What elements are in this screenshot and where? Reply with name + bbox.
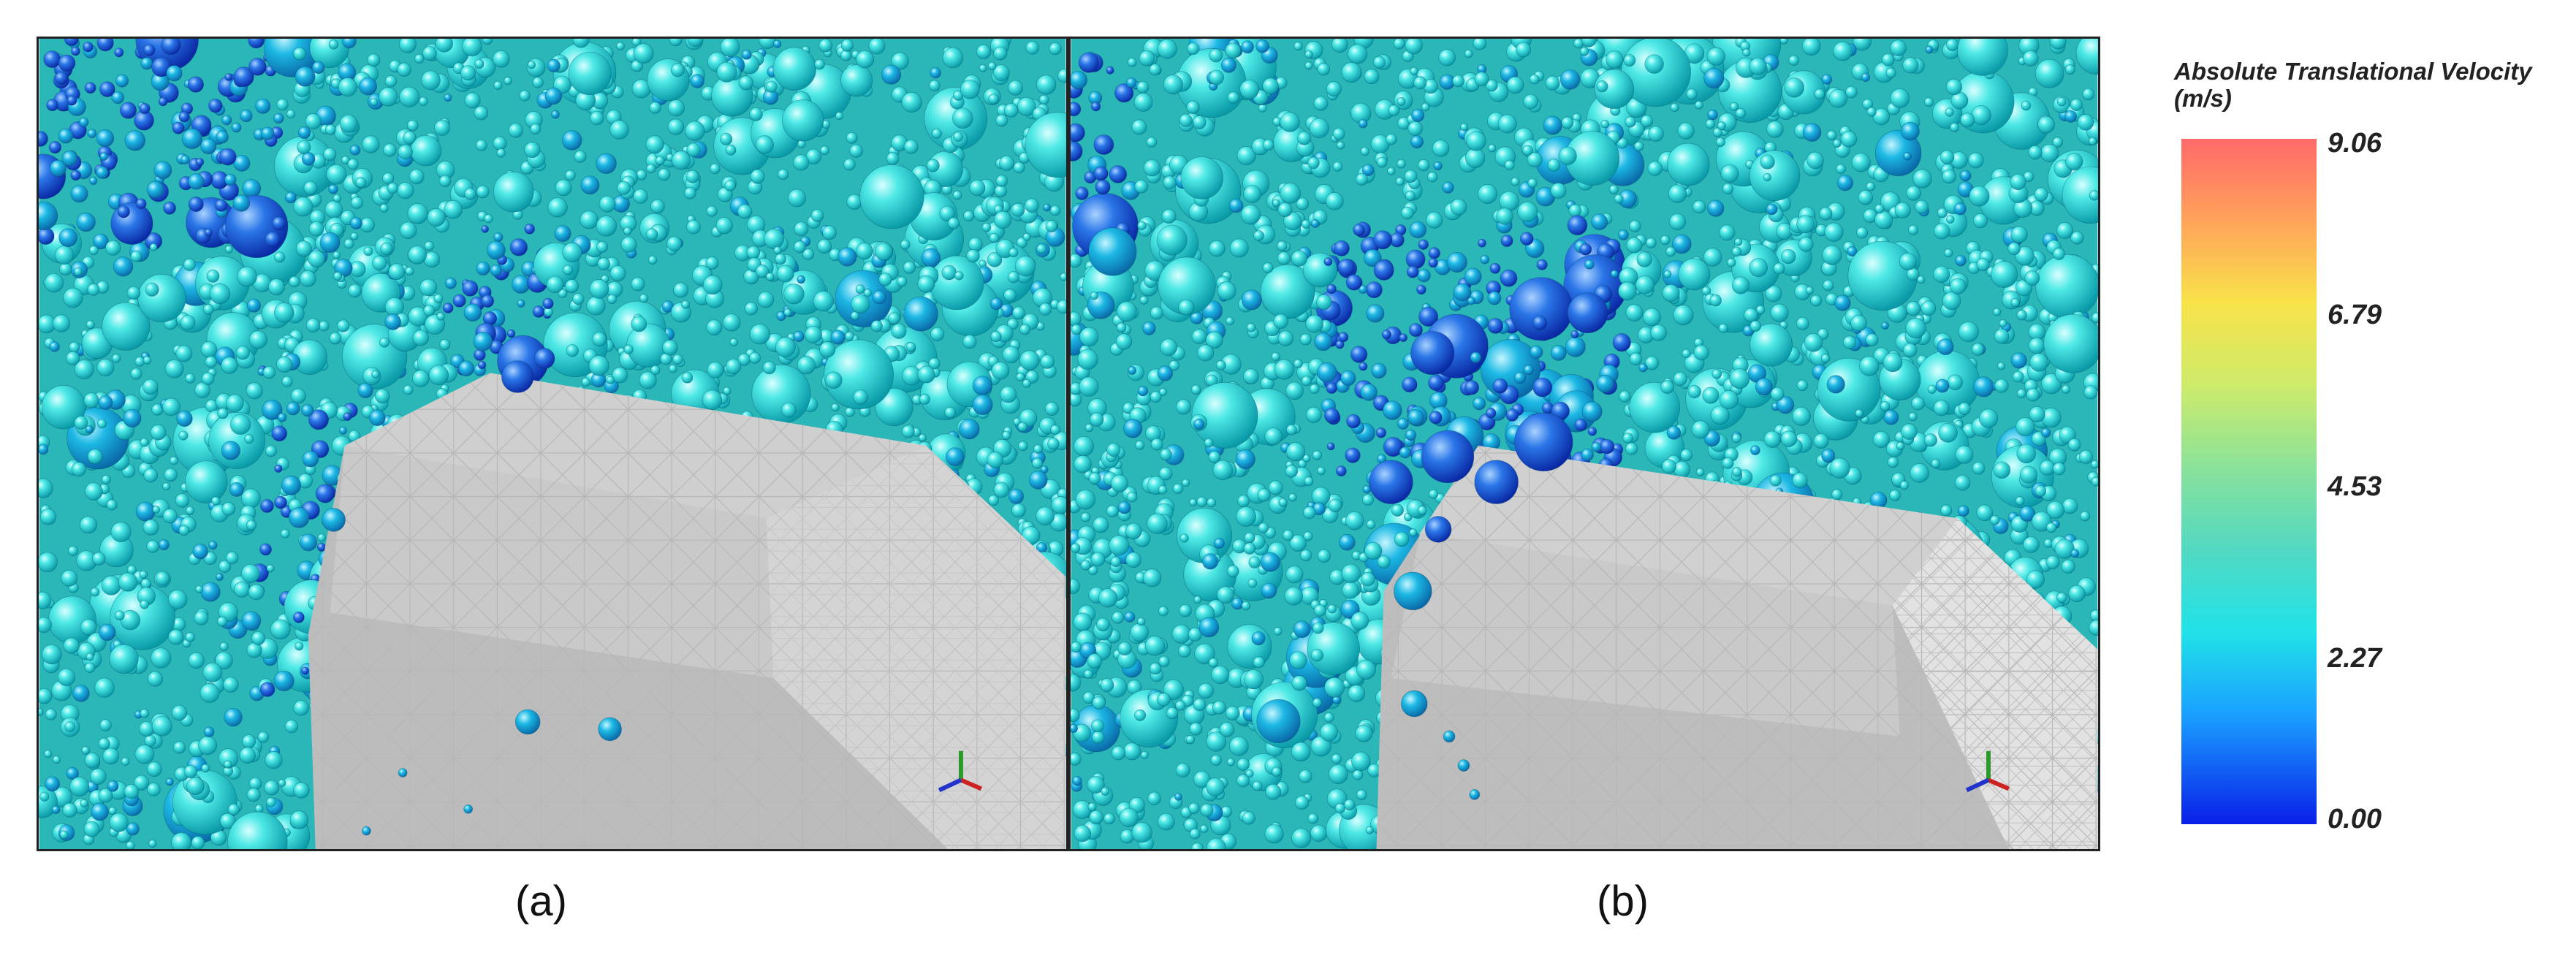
panel-caption-a: (a) <box>515 877 567 926</box>
legend-tick-min: 0.00 <box>2328 804 2382 835</box>
panel-caption-b: (b) <box>1597 877 1649 926</box>
legend-title-line2: (m/s) <box>2174 85 2532 113</box>
simulation-panel-b <box>1068 37 2100 851</box>
legend-title: Absolute Translational Velocity (m/s) <box>2174 58 2532 113</box>
legend-tick-max: 9.06 <box>2328 128 2382 159</box>
legend-tick-2: 6.79 <box>2328 300 2382 331</box>
color-scale-bar <box>2181 139 2317 824</box>
legend-tick-3: 4.53 <box>2328 471 2382 503</box>
legend-title-line1: Absolute Translational Velocity <box>2174 58 2532 85</box>
legend-tick-4: 2.27 <box>2328 643 2382 674</box>
particle-scene-a <box>39 39 1066 849</box>
simulation-panel-a <box>37 37 1068 851</box>
particle-scene-b <box>1071 39 2098 849</box>
